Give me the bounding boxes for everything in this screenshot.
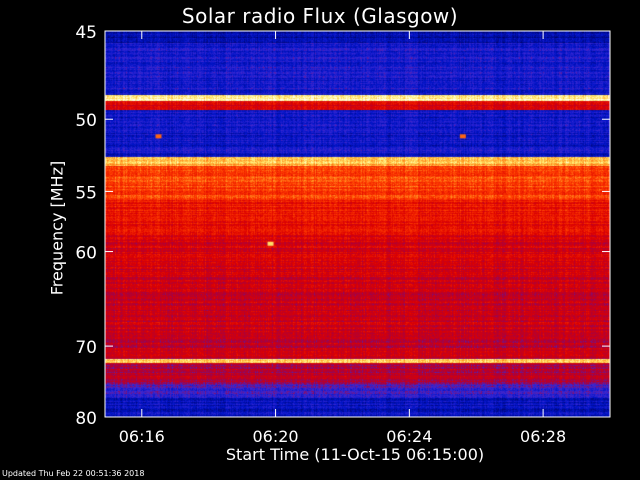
x-axis-label: Start Time (11-Oct-15 06:15:00)	[225, 445, 485, 464]
chart-title: Solar radio Flux (Glasgow)	[181, 4, 459, 28]
spectrogram-plot	[105, 31, 610, 417]
x-tick-label: 06:20	[253, 427, 299, 446]
x-tick-label: 06:24	[386, 427, 432, 446]
y-tick-label: 80	[75, 409, 97, 429]
y-tick-label: 55	[75, 183, 97, 203]
y-tick-label: 70	[75, 338, 97, 358]
x-tick-label: 06:28	[520, 427, 566, 446]
x-tick-label: 06:16	[119, 427, 165, 446]
y-tick-label: 50	[75, 111, 97, 131]
updated-timestamp: Updated Thu Feb 22 00:51:36 2018	[2, 469, 145, 478]
y-axis-label: Frequency [MHz]	[47, 160, 67, 296]
y-tick-label: 60	[75, 244, 97, 264]
spectrogram-heatmap	[105, 31, 610, 417]
